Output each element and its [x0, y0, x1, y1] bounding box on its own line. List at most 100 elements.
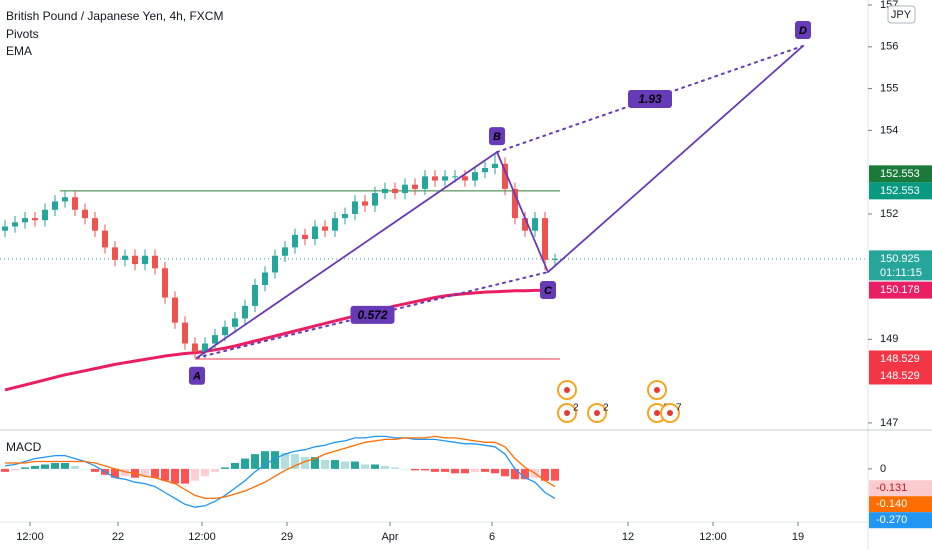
macd-histogram-bar	[521, 468, 529, 480]
indicator-label: EMA	[6, 44, 32, 58]
candle-body	[412, 184, 418, 189]
candle-body	[382, 188, 388, 194]
candle-body	[182, 322, 188, 344]
candle-body	[72, 197, 78, 210]
macd-value-box	[869, 496, 932, 513]
macd-histogram-bar	[221, 467, 229, 469]
candle-body	[172, 297, 178, 323]
macd-histogram-bar	[371, 464, 379, 469]
macd-histogram-bar	[201, 468, 209, 477]
candle-body	[242, 305, 248, 319]
price-label-box	[869, 350, 932, 368]
price-label-box	[869, 250, 932, 281]
candle-body	[62, 197, 68, 202]
event-icon-dot	[564, 410, 570, 416]
point-label: A	[192, 371, 201, 383]
macd-histogram-bar	[21, 467, 29, 469]
price-label: 150.178	[880, 284, 920, 296]
candle-body	[222, 326, 228, 336]
macd-histogram-bar	[461, 468, 469, 474]
price-label-box	[869, 182, 932, 200]
x-tick-label: 29	[281, 531, 293, 543]
macd-value-label: -0.140	[876, 498, 907, 510]
currency-button[interactable]	[887, 5, 916, 24]
candle-body	[512, 188, 518, 219]
macd-histogram-bar	[171, 468, 179, 484]
price-label-box	[869, 367, 932, 385]
point-badge	[189, 366, 205, 385]
candle-body	[92, 218, 98, 231]
macd-line	[5, 435, 556, 500]
candle-body	[152, 255, 158, 269]
countdown-label: 01:11:15	[880, 267, 922, 279]
macd-histogram-bar	[241, 458, 249, 469]
candle-body	[342, 213, 348, 219]
macd-value-label: -0.131	[876, 482, 907, 494]
pattern-leg	[196, 151, 498, 359]
price-label: 152.553	[880, 168, 920, 180]
price-label: 152.553	[880, 185, 920, 197]
macd-histogram-bar	[551, 468, 559, 481]
macd-histogram-bar	[271, 451, 279, 469]
macd-histogram-bar	[341, 461, 349, 469]
pattern-leg	[547, 45, 804, 273]
point-label: B	[493, 131, 501, 143]
currency-label[interactable]: JPY	[891, 9, 912, 21]
symbol-title: British Pound / Japanese Yen, 4h, FXCM	[6, 9, 223, 23]
price-label: 150.925	[880, 253, 920, 265]
macd-histogram-bar	[71, 465, 79, 469]
indicator-label: Pivots	[6, 27, 39, 41]
point-label: D	[799, 25, 807, 37]
ratio-badge	[350, 305, 395, 324]
macd-histogram-bar	[301, 457, 309, 469]
macd-histogram-bar	[421, 468, 429, 471]
macd-histogram-bar	[91, 468, 99, 472]
candle-body	[22, 218, 28, 223]
candle-body	[282, 247, 288, 256]
macd-histogram-bar	[391, 467, 399, 469]
macd-histogram-bar	[121, 468, 129, 477]
candle-body	[552, 258, 558, 260]
x-tick-label: 6	[489, 531, 495, 543]
candle-body	[532, 218, 538, 231]
price-label-box	[869, 165, 932, 183]
macd-histogram-bar	[281, 452, 289, 469]
macd-histogram-bar	[31, 465, 39, 469]
candle-body	[212, 335, 218, 344]
candle-body	[32, 218, 38, 221]
candle-body	[272, 255, 278, 273]
macd-histogram-bar	[51, 462, 59, 469]
ratio-label: 1.93	[638, 92, 662, 106]
macd-histogram-bar	[161, 468, 169, 481]
candle-body	[332, 218, 338, 231]
ema-line	[4, 288, 556, 392]
candle-body	[122, 255, 128, 260]
candle-body	[192, 343, 198, 352]
candle-body	[432, 176, 438, 181]
macd-histogram-bar	[211, 468, 219, 472]
candle-body	[262, 272, 268, 285]
candle-body	[142, 255, 148, 265]
candle-body	[452, 176, 458, 178]
candle-body	[462, 176, 468, 181]
macd-histogram-bar	[191, 468, 199, 481]
x-tick-label: 22	[112, 531, 124, 543]
event-icon-dot	[654, 387, 660, 393]
event-count: 7	[676, 403, 682, 414]
macd-histogram-bar	[111, 468, 119, 478]
candle-body	[542, 218, 548, 260]
macd-histogram-bar	[261, 451, 269, 469]
candle-body	[482, 167, 488, 173]
macd-histogram-bar	[321, 460, 329, 469]
candle-body	[112, 247, 118, 260]
y-tick-label: 149	[880, 333, 898, 345]
macd-histogram-bar	[1, 468, 9, 472]
candle-body	[162, 268, 168, 298]
candle-body	[12, 222, 18, 227]
macd-histogram-bar	[331, 460, 339, 469]
candle-body	[492, 163, 498, 168]
candle-body	[372, 193, 378, 206]
macd-histogram-bar	[431, 468, 439, 472]
macd-histogram-bar	[511, 468, 519, 480]
